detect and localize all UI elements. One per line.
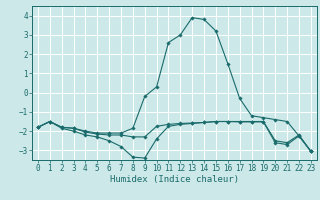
X-axis label: Humidex (Indice chaleur): Humidex (Indice chaleur) xyxy=(110,175,239,184)
